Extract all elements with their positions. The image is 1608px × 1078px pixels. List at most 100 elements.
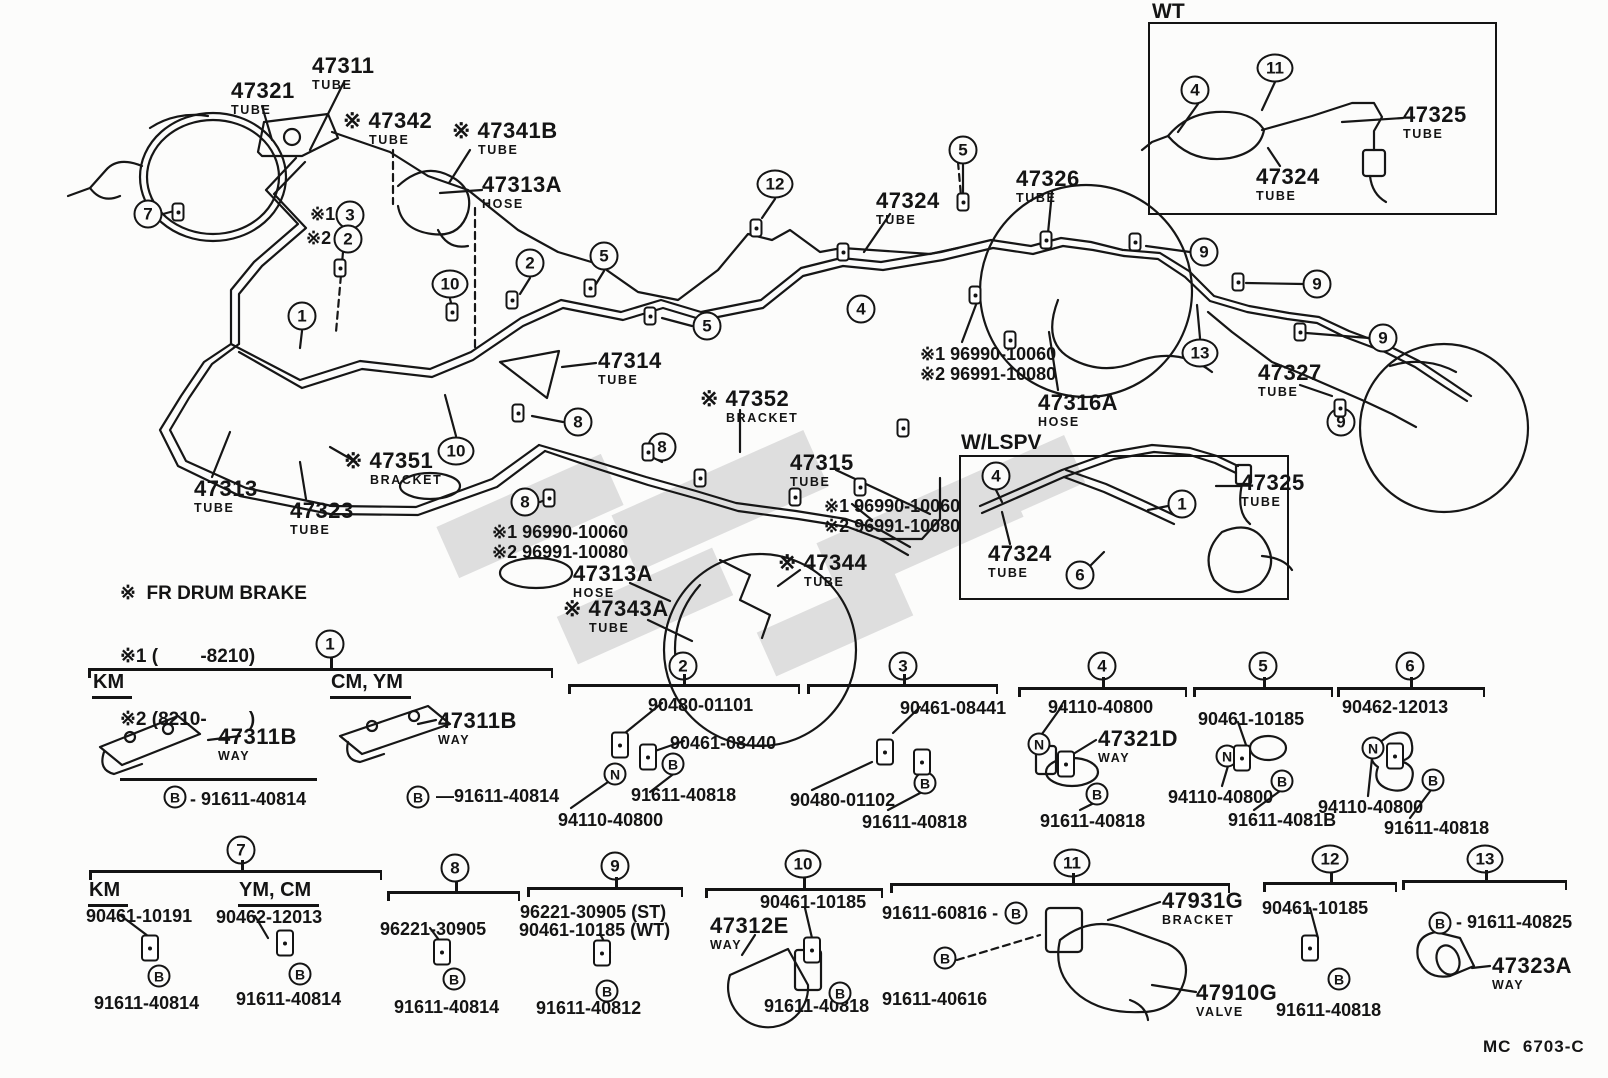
callout-5: 5 bbox=[692, 311, 722, 341]
tube-clamp-5 bbox=[643, 306, 657, 326]
group-bracket-12-tick-r bbox=[1394, 882, 1397, 892]
group-bracket-1 bbox=[88, 668, 553, 671]
tube-clamp-17 bbox=[693, 468, 707, 488]
group-bracket-1-tick-l bbox=[88, 668, 91, 678]
group-bracket-8 bbox=[387, 891, 520, 894]
note-label-9: —91611-40814 bbox=[436, 786, 560, 806]
variant-heading-km: KM bbox=[92, 672, 133, 699]
group-bracket-11 bbox=[890, 883, 1230, 886]
note-label-14: 90461-08441 bbox=[900, 698, 1007, 718]
group-bracket-11-tick-r bbox=[1227, 883, 1230, 893]
note-label-17: 94110-40800 bbox=[1048, 697, 1154, 717]
note-label-32: 90461-10185 (WT) bbox=[519, 920, 671, 940]
note-label-26: 90462-12013 bbox=[216, 907, 323, 927]
wt-detail-box bbox=[1148, 22, 1497, 215]
tube-clamp-22 bbox=[968, 285, 982, 305]
callout-13: 13 bbox=[1181, 338, 1219, 368]
callout-8: 8 bbox=[510, 487, 540, 517]
group-bracket-12-stem bbox=[1330, 872, 1333, 882]
note-label-34: 90461-10185 bbox=[760, 892, 867, 912]
part-label-47314-9: 47314 TUBE bbox=[598, 348, 662, 387]
fastener-marker-b-12: B bbox=[288, 962, 312, 986]
note-label-33: 91611-40812 bbox=[536, 998, 642, 1018]
group-bracket-12 bbox=[1263, 882, 1397, 885]
note-label-3: ※2 96991-10080 bbox=[824, 516, 961, 536]
callout-9: 9 bbox=[1302, 269, 1332, 299]
group-bracket-13-stem bbox=[1485, 870, 1488, 880]
group-bracket-7-tick-l bbox=[89, 870, 92, 880]
detail-clamp-5 bbox=[1233, 744, 1251, 772]
callout-8: 8 bbox=[563, 407, 593, 437]
note-label-35: 91611-40818 bbox=[764, 996, 870, 1016]
part-label-47341b-3: ※ 47341B TUBE bbox=[452, 118, 558, 157]
callout-2: 2 bbox=[515, 248, 545, 278]
part-label-47313-16: 47313 TUBE bbox=[194, 476, 258, 515]
group-bracket-1-stem bbox=[330, 658, 333, 668]
detail-clamp-10 bbox=[593, 939, 611, 967]
group-bracket-2 bbox=[568, 684, 800, 687]
lspv-box-title: W/LSPV bbox=[961, 431, 1042, 454]
wt-box-title: WT bbox=[1152, 0, 1185, 23]
rear-drum-circle bbox=[1358, 342, 1530, 514]
callout-6: 6 bbox=[1065, 560, 1095, 590]
note-label-30: 91611-40814 bbox=[394, 997, 500, 1017]
legend-line: ※ FR DRUM BRAKE bbox=[120, 583, 307, 604]
variant-heading-cm-ym: CM, YM bbox=[330, 672, 411, 699]
part-label-47325-18: 47325 TUBE bbox=[1403, 102, 1467, 141]
callout-12: 12 bbox=[1311, 844, 1349, 874]
callout-10: 10 bbox=[437, 436, 475, 466]
group-bracket-12-tick-l bbox=[1263, 882, 1266, 892]
detail-clamp-11 bbox=[1301, 934, 1319, 962]
tube-clamp-13 bbox=[1333, 398, 1347, 418]
note-label-38: 90461-10185 bbox=[1262, 898, 1369, 918]
note-label-8: - 91611-40814 bbox=[190, 789, 307, 809]
detail-clamp-7 bbox=[141, 934, 159, 962]
group-bracket-6 bbox=[1337, 687, 1485, 690]
group-bracket-3-tick-l bbox=[807, 684, 810, 694]
callout-9: 9 bbox=[1368, 323, 1398, 353]
group-bracket-6-tick-l bbox=[1337, 687, 1340, 697]
group-bracket-2-stem bbox=[683, 674, 686, 684]
callout-11: 11 bbox=[1256, 53, 1294, 83]
part-label-47931g-26: 47931G BRACKET bbox=[1162, 888, 1244, 927]
note-label-5: ※2 96991-10080 bbox=[492, 542, 629, 562]
tube-clamp-12 bbox=[1293, 322, 1307, 342]
detail-clamp-4 bbox=[1057, 750, 1075, 778]
fastener-marker-b-18: B bbox=[1327, 967, 1351, 991]
callout-7: 7 bbox=[226, 835, 256, 865]
note-label-16: 91611-40818 bbox=[862, 812, 968, 832]
note-label-0: ※1 96990-10060 bbox=[920, 344, 1057, 364]
callout-1: 1 bbox=[315, 629, 345, 659]
group-bracket-5-tick-r bbox=[1330, 687, 1333, 697]
group-bracket-11-tick-l bbox=[890, 883, 893, 893]
callout-9: 9 bbox=[1189, 237, 1219, 267]
group-bracket-7-tick-r bbox=[379, 870, 382, 880]
note-label-36: 91611-60816 - bbox=[882, 903, 999, 923]
tube-clamp-10 bbox=[1128, 232, 1142, 252]
part-label-47327-8: 47327 TUBE bbox=[1258, 360, 1322, 399]
callout-8: 8 bbox=[440, 853, 470, 883]
group-bracket-9-tick-l bbox=[527, 887, 530, 897]
tube-clamp-1 bbox=[333, 258, 347, 278]
group-bracket-8-tick-l bbox=[387, 891, 390, 901]
note-label-15: 90480-01102 bbox=[790, 790, 896, 810]
group-bracket-9-tick-r bbox=[680, 887, 683, 897]
callout-5: 5 bbox=[589, 241, 619, 271]
part-label-47325-20: 47325 TUBE bbox=[1241, 470, 1305, 509]
fastener-marker-b-1: B bbox=[406, 785, 430, 809]
group-bracket-11-stem bbox=[1072, 873, 1075, 883]
tube-clamp-19 bbox=[853, 477, 867, 497]
group-bracket-6-tick-r bbox=[1482, 687, 1485, 697]
fastener-marker-b-4: B bbox=[913, 771, 937, 795]
group-bracket-10-tick-l bbox=[705, 888, 708, 898]
group-bracket-5-stem bbox=[1263, 677, 1266, 687]
note-label-19: 90461-10185 bbox=[1198, 709, 1305, 729]
rear-axle-circle bbox=[662, 552, 858, 748]
part-label-47324-21: 47324 TUBE bbox=[988, 541, 1052, 580]
group-bracket-7-stem bbox=[241, 860, 244, 870]
fastener-marker-b-0: B bbox=[163, 785, 187, 809]
group-bracket-10 bbox=[705, 888, 883, 891]
group-bracket-9-stem bbox=[615, 877, 618, 887]
